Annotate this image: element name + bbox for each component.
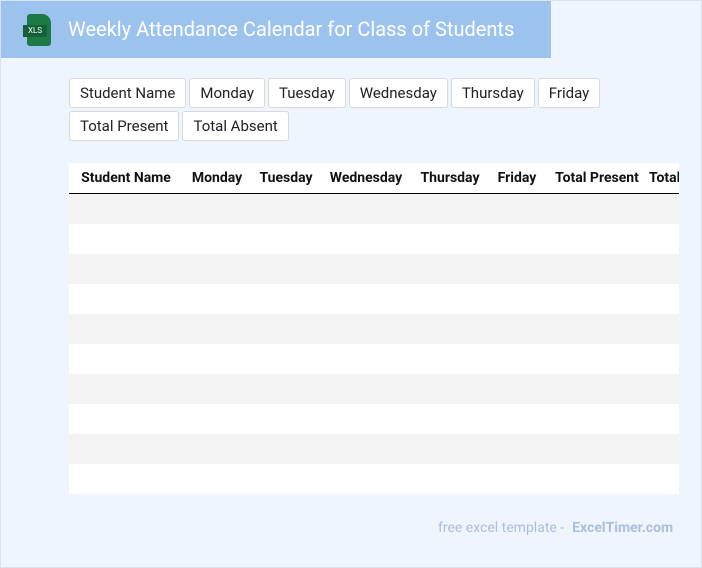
table-row [69, 464, 679, 494]
table-header: Student Name Monday Tuesday Wednesday Thursd… [69, 163, 679, 194]
table: Student Name Monday Tuesday Wednesday Thursd… [69, 163, 679, 494]
column-header: Total Present [555, 170, 639, 186]
tag-chip[interactable]: Wednesday [348, 78, 448, 108]
table-row [69, 254, 679, 284]
table-row [69, 194, 679, 224]
table-row [69, 434, 679, 464]
table-row [69, 224, 679, 254]
footer-brand[interactable]: ExcelTimer.com [572, 520, 674, 536]
file-icon: XLS [23, 14, 51, 46]
column-header: Student Name [81, 170, 171, 186]
table-row [69, 404, 679, 434]
tag-chip[interactable]: Friday [537, 78, 601, 108]
column-header: Tuesday [259, 170, 313, 186]
tag-chip[interactable]: Student Name [69, 78, 187, 108]
table-row [69, 374, 679, 404]
tag-chip[interactable]: Tuesday [267, 78, 346, 108]
footer: free excel template - ExcelTimer.com [438, 519, 673, 537]
table-row [69, 284, 679, 314]
table-body [69, 194, 679, 494]
header: XLS Weekly Attendance Calendar for Class… [1, 1, 551, 58]
column-header: Friday [497, 170, 537, 186]
footer-text: free excel template - [438, 520, 565, 536]
tag-chip[interactable]: Total Present [69, 111, 180, 141]
title: Weekly Attendance Calendar for Class of … [68, 17, 515, 41]
tag-chip[interactable]: Thursday [450, 78, 535, 108]
column-header: Wednesday [329, 170, 403, 186]
tag-chip[interactable]: Total Absent [182, 111, 289, 141]
column-header: Monday [191, 170, 243, 186]
column-header: Thursday [420, 170, 480, 186]
tag-list: Student Name Monday Tuesday Wednesday Thursd… [69, 78, 629, 141]
icon-label: XLS [23, 25, 47, 37]
table-row [69, 344, 679, 374]
tag-chip[interactable]: Monday [189, 78, 265, 108]
table-row [69, 314, 679, 344]
column-header: Total Absent [649, 170, 679, 186]
